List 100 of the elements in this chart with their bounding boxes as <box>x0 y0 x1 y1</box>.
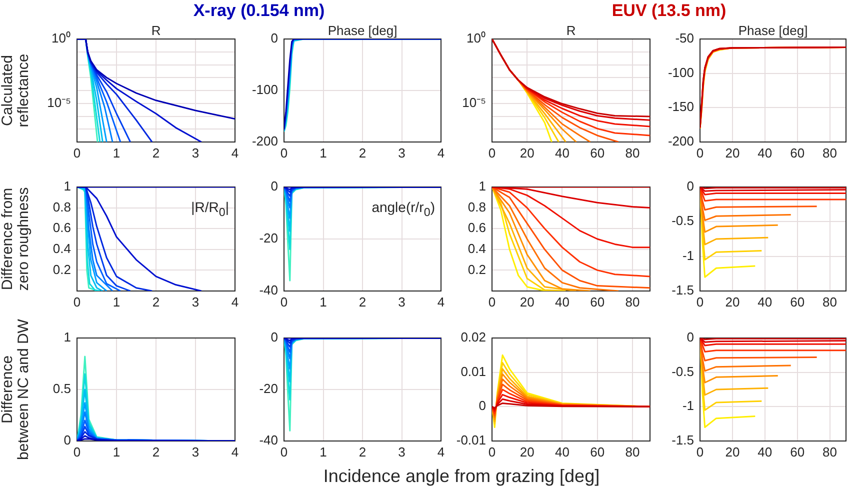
y-tick-label: 1 <box>478 178 486 194</box>
x-tick-label: 2 <box>152 145 160 160</box>
y-tick-label: -1 <box>682 398 694 414</box>
x-tick-label: 2 <box>358 294 366 310</box>
x-tick-label: 20 <box>520 145 534 160</box>
y-tick-label: -0.01 <box>456 432 486 448</box>
text: EUV (13.5 nm) <box>610 1 728 21</box>
y-axis-title: Difference from zero roughness <box>0 187 32 291</box>
chart-title: R <box>566 23 576 38</box>
y-tick-label: 0 <box>64 432 71 448</box>
y-tick-label: 0 <box>478 398 486 414</box>
y-tick-label: 0 <box>270 30 278 46</box>
y-tick-label: 10⁰ <box>52 30 71 46</box>
x-tick-label: 2 <box>358 145 366 160</box>
y-tick-label: -200 <box>252 134 278 149</box>
x-tick-label: 3 <box>398 294 406 310</box>
y-tick-label: 0 <box>686 178 694 194</box>
x-tick-label: 80 <box>625 294 640 310</box>
y-tick-label: 0.01 <box>460 364 486 379</box>
y-tick-label: 1 <box>64 330 71 345</box>
y-tick-label: 0.5 <box>52 381 71 396</box>
y-tick-label: 0 <box>270 178 278 194</box>
x-tick-label: 4 <box>231 294 239 310</box>
x-tick-label: 4 <box>437 145 445 160</box>
y-tick-label: 0.2 <box>52 262 71 277</box>
y-tick-label: 10⁻⁵ <box>47 94 71 110</box>
chart-title: R <box>151 23 161 38</box>
x-tick-label: 80 <box>822 145 838 160</box>
x-tick-label: 1 <box>112 294 120 310</box>
x-tick-label: 3 <box>398 145 406 160</box>
x-tick-label: 60 <box>790 444 805 460</box>
x-tick-label: 1 <box>320 145 327 160</box>
x-axis-title: Incidence angle from grazing [deg] <box>322 466 601 487</box>
y-axis-title: Difference between NC and DW <box>0 318 32 460</box>
chart-title: Phase [deg] <box>328 23 398 38</box>
x-tick-label: 0 <box>73 294 81 310</box>
x-tick-label: 80 <box>822 444 838 460</box>
y-tick-label: -40 <box>259 282 278 298</box>
x-tick-label: 1 <box>320 444 327 460</box>
x-tick-label: 4 <box>437 294 445 310</box>
y-tick-label: -100 <box>668 64 694 80</box>
y-tick-label: 0.6 <box>52 220 71 236</box>
x-tick-label: 0 <box>73 444 81 460</box>
text: X-ray (0.154 nm) <box>192 1 326 21</box>
x-tick-label: 0 <box>280 444 288 460</box>
x-tick-label: 60 <box>590 294 605 310</box>
y-tick-label: -1.5 <box>672 282 694 298</box>
x-tick-label: 80 <box>822 294 838 310</box>
y-axis-title: Calculated reflectance <box>0 54 32 128</box>
x-tick-label: 2 <box>152 294 160 310</box>
annotation: angle(r/r$_{0}$) <box>372 199 435 219</box>
x-tick-label: 60 <box>790 145 805 160</box>
y-tick-label: 10⁻⁵ <box>462 94 486 110</box>
x-tick-label: 1 <box>112 444 120 460</box>
y-tick-label: 0.8 <box>468 199 486 214</box>
y-tick-label: -0.5 <box>672 213 694 228</box>
x-tick-label: 60 <box>590 444 605 460</box>
y-tick-label: -20 <box>259 230 278 246</box>
y-tick-label: -0.5 <box>672 364 694 379</box>
x-tick-label: 80 <box>625 145 640 160</box>
annotation: |R/R$_{0}$| <box>191 199 229 219</box>
y-tick-label: -150 <box>668 99 694 114</box>
x-tick-label: 0 <box>696 145 704 160</box>
chart-title: Phase [deg] <box>738 23 808 38</box>
x-tick-label: 0 <box>280 294 288 310</box>
x-tick-label: 2 <box>152 444 160 460</box>
x-tick-label: 3 <box>398 444 406 460</box>
y-tick-label: 0.02 <box>460 330 486 345</box>
x-tick-label: 20 <box>725 145 740 160</box>
x-tick-label: 40 <box>758 444 772 460</box>
x-tick-label: 4 <box>437 444 445 460</box>
x-tick-label: 60 <box>590 145 605 160</box>
x-tick-label: 0 <box>73 145 81 160</box>
x-tick-label: 0 <box>696 444 704 460</box>
y-tick-label: 0.8 <box>52 199 71 214</box>
y-tick-label: -100 <box>252 82 278 98</box>
x-tick-label: 3 <box>192 294 200 310</box>
x-tick-label: 60 <box>790 294 805 310</box>
y-tick-label: 10⁰ <box>466 30 486 46</box>
x-tick-label: 0 <box>696 294 704 310</box>
y-tick-label: -1 <box>682 248 694 263</box>
x-tick-label: 1 <box>112 145 120 160</box>
x-tick-label: 1 <box>320 294 327 310</box>
x-tick-label: 40 <box>758 145 772 160</box>
x-tick-label: 20 <box>725 444 740 460</box>
x-tick-label: 40 <box>758 294 772 310</box>
x-tick-label: 4 <box>231 145 239 160</box>
x-tick-label: 20 <box>520 294 534 310</box>
y-tick-label: -40 <box>259 432 278 448</box>
y-tick-label: -1.5 <box>672 432 694 448</box>
y-tick-label: 0 <box>686 330 694 345</box>
x-tick-label: 3 <box>192 444 200 460</box>
x-tick-label: 40 <box>554 294 570 310</box>
y-tick-label: -200 <box>668 134 694 149</box>
y-tick-label: 0.2 <box>468 262 486 277</box>
x-tick-label: 40 <box>554 444 570 460</box>
x-tick-label: 0 <box>280 145 288 160</box>
x-tick-label: 3 <box>192 145 200 160</box>
y-tick-label: -50 <box>675 30 694 46</box>
y-tick-label: 0.6 <box>468 220 486 236</box>
